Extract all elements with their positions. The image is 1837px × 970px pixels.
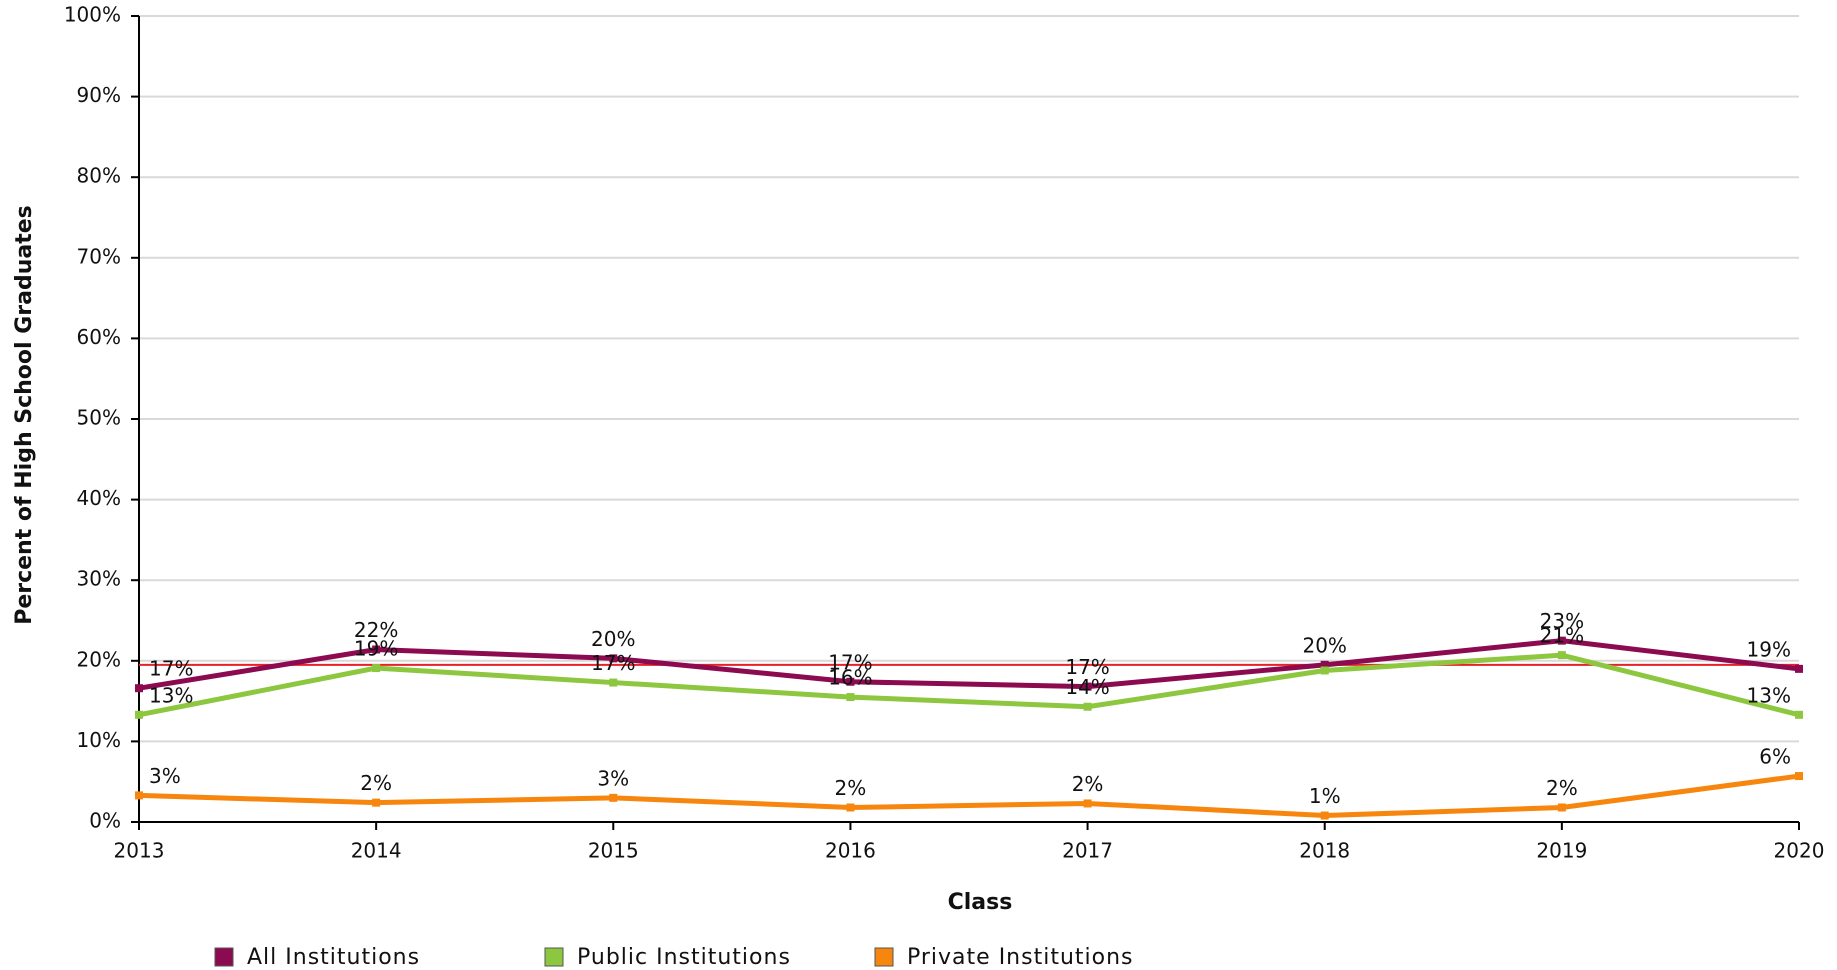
x-tick-label: 2016 xyxy=(825,839,876,863)
point xyxy=(1557,651,1566,660)
y-tick-label: 0% xyxy=(89,809,121,833)
point xyxy=(1320,660,1329,669)
data-label: 1% xyxy=(1309,784,1341,808)
legend-label: Public Institutions xyxy=(577,945,791,970)
data-label: 17% xyxy=(1065,655,1109,679)
x-tick-label: 2019 xyxy=(1536,839,1587,863)
legend-swatch xyxy=(214,947,234,967)
y-tick-label: 20% xyxy=(77,647,121,671)
point xyxy=(1795,710,1803,719)
point xyxy=(1557,803,1566,812)
point xyxy=(609,793,618,802)
point xyxy=(372,664,381,673)
point xyxy=(1320,811,1329,820)
point xyxy=(1320,666,1329,675)
data-label: 2% xyxy=(1546,776,1578,800)
data-label: 3% xyxy=(149,764,181,788)
point xyxy=(1083,682,1092,691)
data-label: 21% xyxy=(1540,624,1584,648)
x-tick-label: 2020 xyxy=(1774,839,1825,863)
x-tick-label: 2014 xyxy=(351,839,402,863)
point xyxy=(609,654,618,663)
data-label: 17% xyxy=(149,657,193,681)
y-tick-label: 40% xyxy=(77,486,121,510)
point xyxy=(135,710,143,719)
legend-swatch xyxy=(544,947,564,967)
point xyxy=(372,798,381,807)
legend-label: All Institutions xyxy=(247,945,420,970)
data-label: 6% xyxy=(1759,745,1791,769)
series-line xyxy=(138,773,1800,819)
data-label: 19% xyxy=(354,637,398,661)
y-tick-label: 60% xyxy=(77,325,121,349)
data-label: 16% xyxy=(828,666,872,690)
data-label: 19% xyxy=(1747,637,1791,661)
data-label: 3% xyxy=(597,766,629,790)
point xyxy=(1083,799,1092,808)
point xyxy=(609,678,618,687)
point xyxy=(372,645,381,654)
y-tick-label: 10% xyxy=(77,728,121,752)
x-tick-label: 2015 xyxy=(588,839,639,863)
y-tick-label: 80% xyxy=(77,164,121,188)
legend-swatch xyxy=(874,947,894,967)
point xyxy=(846,803,855,812)
data-label: 14% xyxy=(1065,675,1109,699)
series-line xyxy=(138,652,1800,718)
x-tick-label: 2013 xyxy=(114,839,165,863)
point xyxy=(135,684,143,693)
point xyxy=(846,693,855,702)
y-tick-label: 90% xyxy=(77,83,121,107)
y-tick-label: 50% xyxy=(77,406,121,430)
x-axis-label: Class xyxy=(948,890,1013,915)
data-label: 17% xyxy=(828,650,872,674)
data-label: 2% xyxy=(360,771,392,795)
data-label: 2% xyxy=(835,776,867,800)
point xyxy=(846,677,855,686)
data-label: 20% xyxy=(591,627,635,651)
data-label: 13% xyxy=(149,683,193,707)
y-tick-label: 100% xyxy=(64,3,121,27)
point xyxy=(135,791,143,800)
legend-label: Private Institutions xyxy=(907,945,1134,970)
series-line xyxy=(138,638,1800,691)
data-label: 20% xyxy=(1302,633,1346,657)
y-axis-label: Percent of High School Graduates xyxy=(12,205,37,625)
point xyxy=(1557,636,1566,645)
y-tick-label: 30% xyxy=(77,567,121,591)
data-label: 17% xyxy=(591,651,635,675)
x-tick-label: 2017 xyxy=(1062,839,1113,863)
point xyxy=(1795,772,1803,781)
data-label: 23% xyxy=(1540,609,1584,633)
point xyxy=(1083,702,1092,711)
data-label: 22% xyxy=(354,618,398,642)
point xyxy=(1795,664,1803,673)
x-tick-label: 2018 xyxy=(1299,839,1350,863)
data-label: 13% xyxy=(1747,683,1791,707)
data-label: 2% xyxy=(1072,772,1104,796)
y-tick-label: 70% xyxy=(77,244,121,268)
